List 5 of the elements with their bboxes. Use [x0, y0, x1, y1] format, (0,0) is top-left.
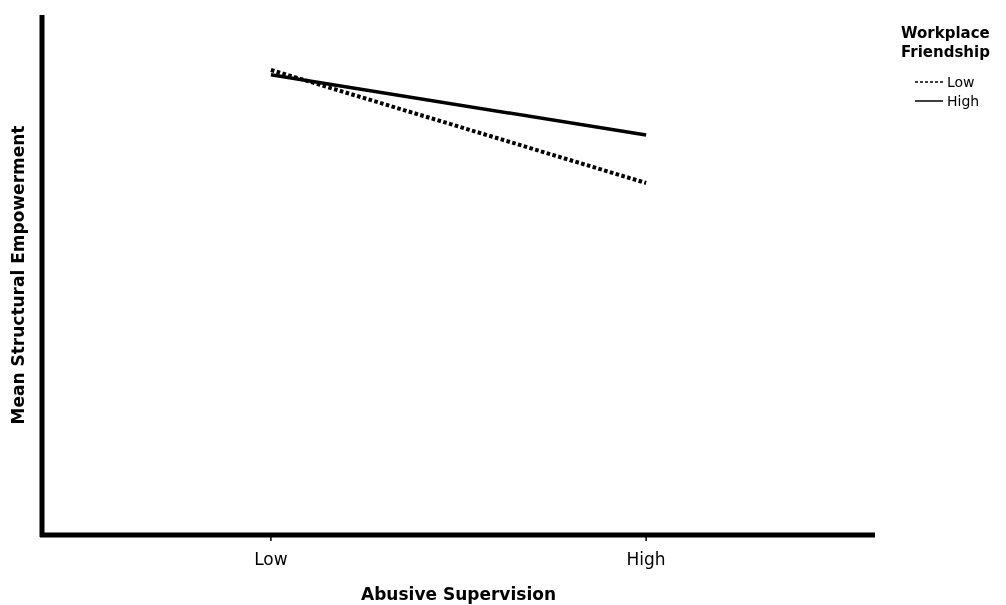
legend-label: High: [947, 93, 980, 109]
y-axis-title: Mean Structural Empowerment: [8, 125, 28, 425]
legend-label: Low: [947, 74, 975, 90]
legend-title: Workplace Friendship: [901, 24, 991, 61]
x-axis-title: Abusive Supervision: [361, 584, 556, 604]
